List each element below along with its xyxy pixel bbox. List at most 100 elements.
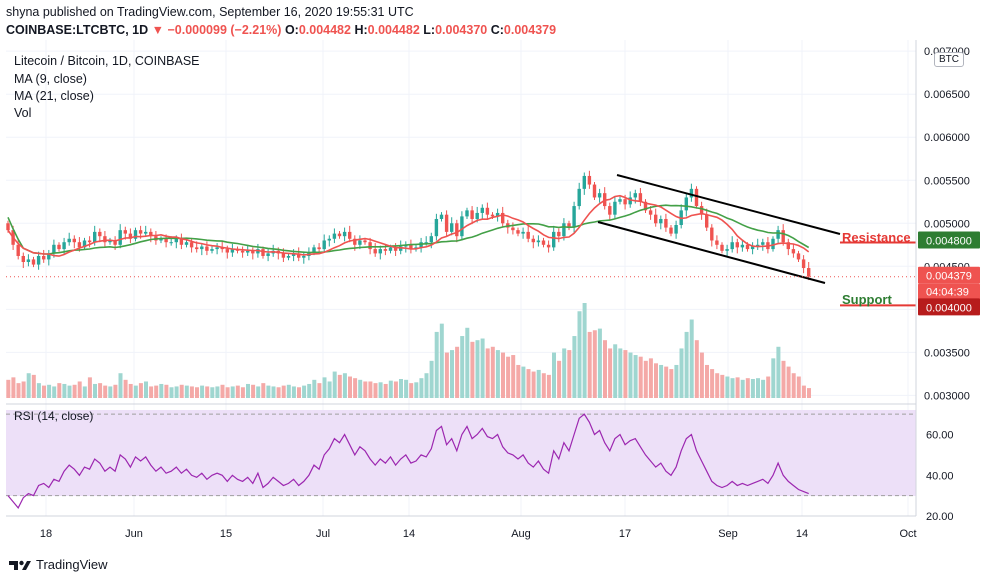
candle-body bbox=[546, 244, 551, 248]
volume-bar bbox=[225, 387, 230, 398]
candle-body bbox=[317, 247, 321, 250]
volume-bar bbox=[750, 379, 755, 398]
candle-body bbox=[807, 268, 811, 277]
volume-bar bbox=[526, 369, 531, 398]
time-tick-label: Jun bbox=[125, 528, 143, 540]
candle-body bbox=[776, 230, 780, 239]
volume-bar bbox=[138, 383, 143, 398]
volume-bar bbox=[669, 369, 674, 398]
volume-bar bbox=[332, 371, 337, 398]
candle-body bbox=[536, 240, 541, 243]
chart-title[interactable]: Litecoin / Bitcoin, 1D, COINBASE bbox=[14, 54, 200, 68]
volume-bar bbox=[6, 379, 11, 398]
volume-bar bbox=[271, 386, 276, 398]
volume-bar bbox=[745, 378, 750, 398]
volume-bar bbox=[659, 364, 664, 398]
rsi-legend[interactable]: RSI (14, close) bbox=[14, 409, 94, 423]
candle-body bbox=[531, 238, 535, 243]
candle-body bbox=[358, 240, 362, 245]
volume-bar bbox=[220, 384, 225, 398]
candle-body bbox=[552, 231, 556, 248]
volume-bar bbox=[184, 385, 189, 398]
vol-legend[interactable]: Vol bbox=[14, 106, 32, 120]
volume-bar bbox=[342, 373, 347, 398]
volume-bar bbox=[516, 364, 521, 398]
candle-body bbox=[98, 231, 102, 237]
candle-body bbox=[128, 233, 133, 239]
rsi-tick-label: 20.00 bbox=[926, 511, 954, 523]
candle-body bbox=[62, 242, 66, 250]
price-tick-label: 0.003000 bbox=[924, 390, 970, 402]
candle-body bbox=[21, 255, 25, 263]
time-axis[interactable]: 18 Jun 15 Jul 14 Aug 17 Sep 14 Oct bbox=[40, 528, 917, 540]
candle-body bbox=[399, 246, 403, 251]
volume-bars bbox=[6, 303, 811, 398]
volume-bar bbox=[11, 377, 16, 398]
rsi-axis[interactable]: 60.00 40.00 20.00 bbox=[926, 430, 954, 523]
volume-bar bbox=[108, 386, 113, 398]
candle-body bbox=[689, 188, 694, 198]
candle-body bbox=[460, 216, 464, 237]
candle-body bbox=[771, 238, 775, 250]
candle-body bbox=[587, 175, 592, 185]
candle-body bbox=[230, 249, 235, 253]
candle-body bbox=[164, 238, 168, 243]
tradingview-logo[interactable]: TradingView bbox=[8, 557, 108, 572]
volume-bar bbox=[113, 384, 118, 398]
candle-body bbox=[475, 212, 479, 219]
candle-body bbox=[786, 242, 790, 250]
volume-bar bbox=[47, 384, 52, 398]
candle-body bbox=[184, 242, 189, 245]
candle-body bbox=[424, 242, 428, 244]
candle-body bbox=[526, 231, 530, 239]
volume-bar bbox=[501, 352, 505, 398]
volume-bar bbox=[705, 364, 709, 398]
volume-bar bbox=[62, 383, 67, 398]
candle-body bbox=[179, 238, 184, 245]
candle-body bbox=[429, 236, 433, 243]
volume-bar bbox=[720, 374, 725, 398]
ma9-legend[interactable]: MA (9, close) bbox=[14, 72, 87, 86]
volume-bar bbox=[796, 376, 801, 398]
candle-body bbox=[215, 247, 219, 250]
volume-bar bbox=[118, 373, 123, 398]
candle-body bbox=[654, 214, 658, 224]
upper-trendline[interactable] bbox=[616, 174, 841, 235]
time-tick-label: Oct bbox=[899, 528, 916, 540]
candle-body bbox=[169, 242, 173, 244]
currency-button[interactable]: BTC bbox=[934, 52, 964, 67]
candle-body bbox=[82, 240, 87, 248]
volume-bar bbox=[215, 386, 220, 398]
volume-bar bbox=[654, 363, 658, 398]
candle-body bbox=[582, 175, 586, 189]
h-value: 0.004482 bbox=[367, 23, 420, 37]
lower-trendline[interactable] bbox=[597, 221, 826, 284]
volume-bar bbox=[460, 336, 465, 398]
candle-body bbox=[699, 206, 704, 215]
volume-bar bbox=[623, 350, 628, 398]
candle-body bbox=[103, 236, 107, 243]
candle-body bbox=[322, 240, 326, 250]
candle-body bbox=[725, 249, 729, 251]
volume-bar bbox=[715, 373, 720, 398]
candle-body bbox=[353, 238, 357, 245]
candle-body bbox=[577, 188, 581, 207]
volume-bar bbox=[368, 381, 373, 398]
candle-body bbox=[149, 231, 153, 237]
volume-bar bbox=[470, 341, 475, 398]
price-axis[interactable]: 0.0070000.0065000.0060000.0055000.005000… bbox=[924, 46, 970, 402]
candle-body bbox=[791, 249, 796, 254]
volume-bar bbox=[429, 360, 434, 398]
ma21-legend[interactable]: MA (21, close) bbox=[14, 89, 94, 103]
candle-body bbox=[108, 240, 112, 243]
candle-body bbox=[643, 201, 648, 211]
volume-bar bbox=[348, 376, 352, 398]
volume-bar bbox=[154, 385, 159, 398]
candle-body bbox=[266, 253, 270, 256]
volume-bar bbox=[475, 340, 480, 398]
time-tick-label: Jul bbox=[316, 528, 330, 540]
volume-bar bbox=[766, 376, 771, 398]
last-price-badge: 0.004379 bbox=[926, 271, 972, 283]
price-tick-label: 0.006000 bbox=[924, 132, 970, 144]
